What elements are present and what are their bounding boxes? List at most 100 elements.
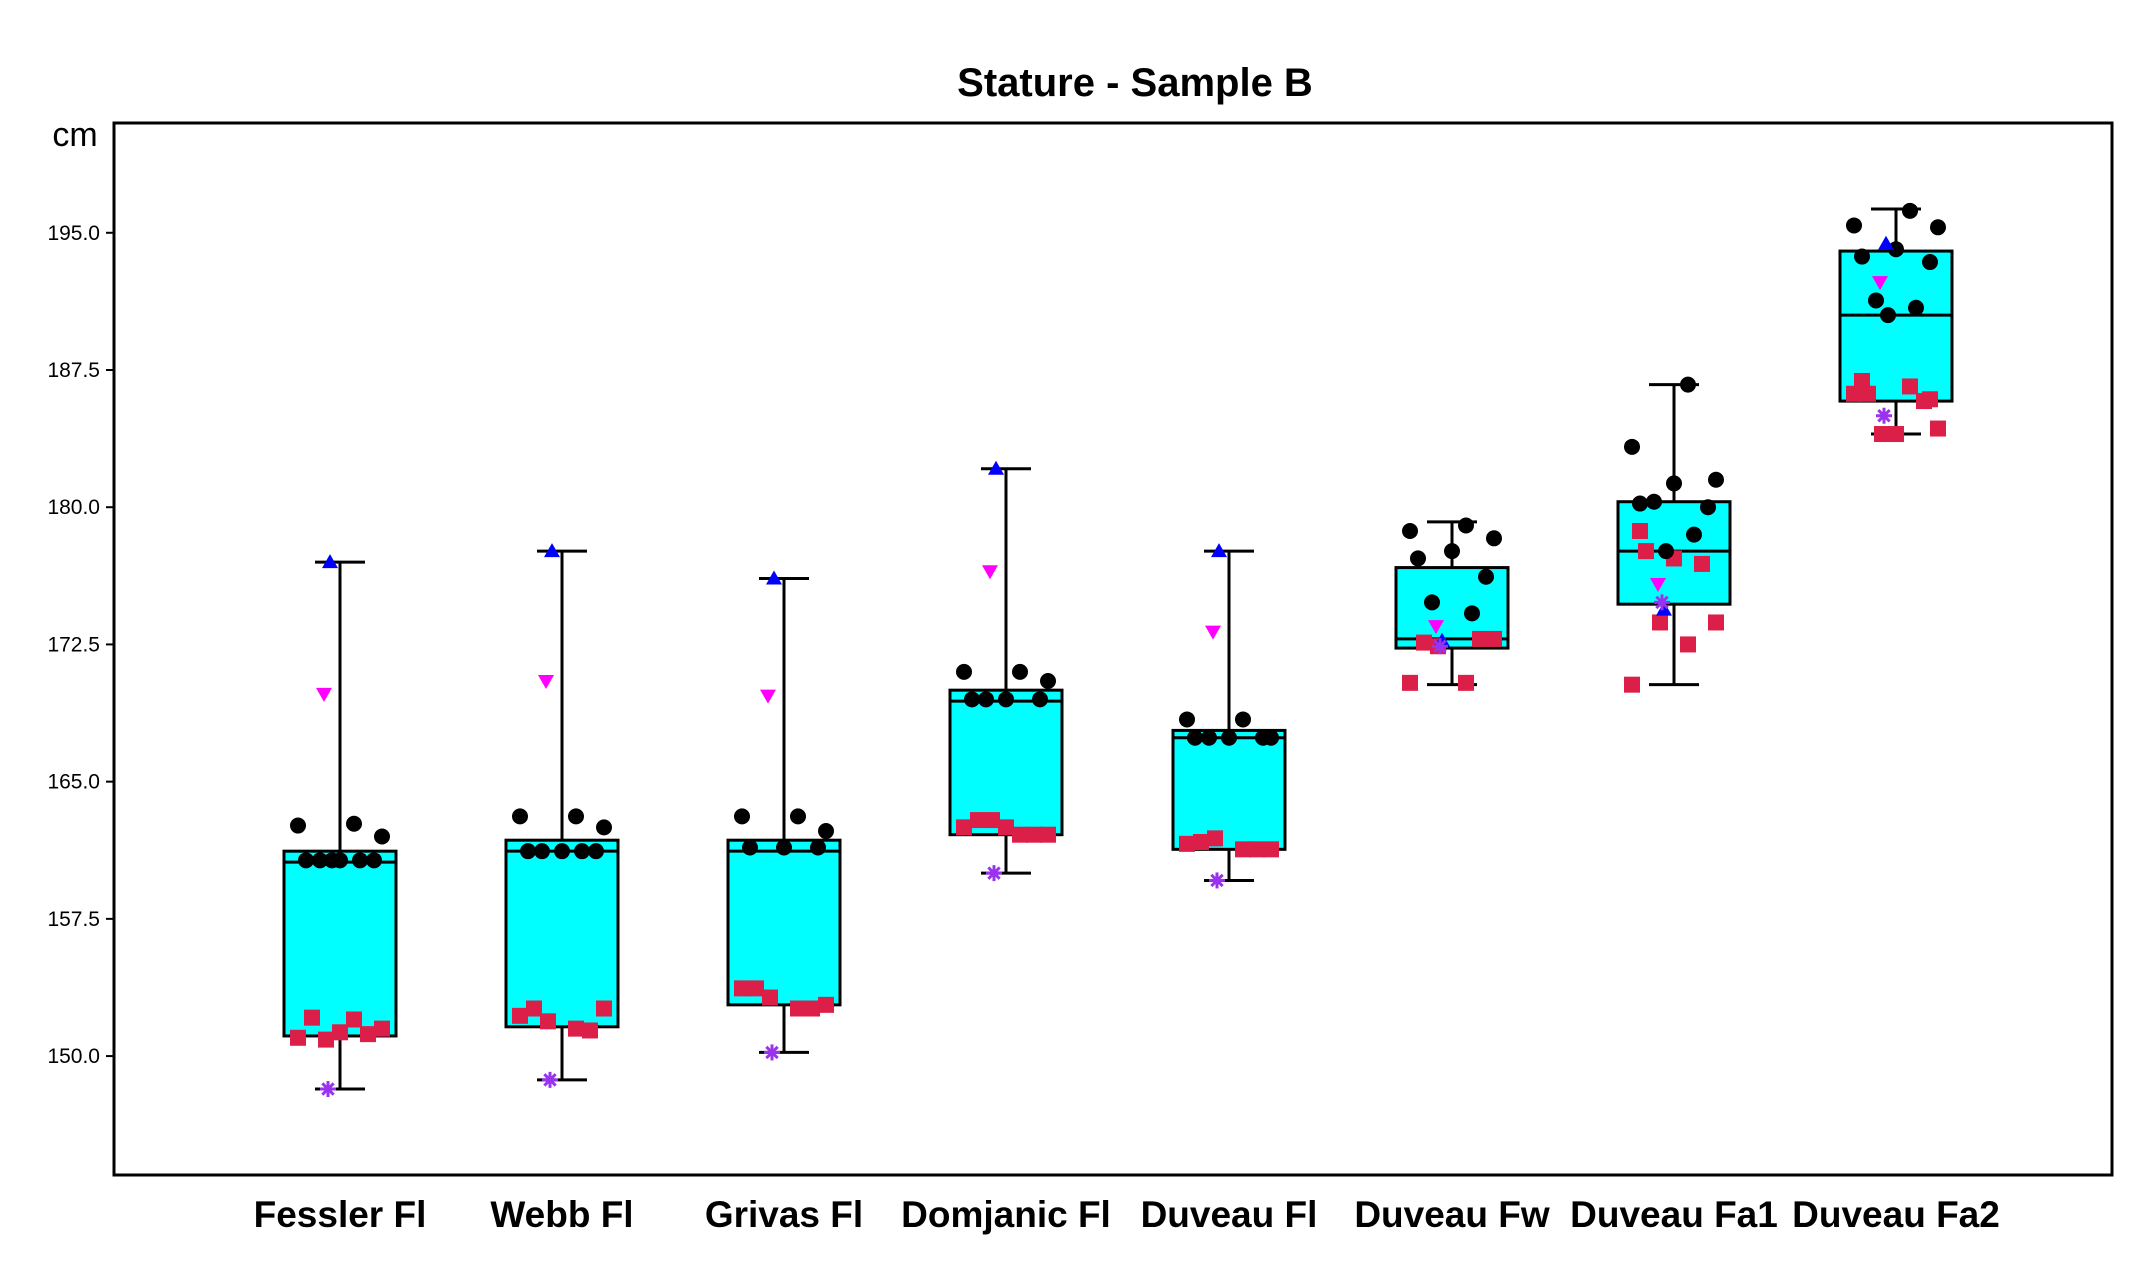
male-point <box>964 691 980 708</box>
male-point <box>1930 219 1946 236</box>
male-point <box>588 843 604 860</box>
male-point <box>776 839 792 856</box>
male-point <box>574 843 590 860</box>
female-point <box>1012 826 1028 843</box>
female-point <box>1486 630 1502 647</box>
female-point <box>1930 420 1946 437</box>
female-point <box>1632 522 1648 539</box>
iqr-box <box>726 838 842 1007</box>
max-triangle-marker <box>544 543 560 558</box>
star-stroke <box>1433 639 1447 653</box>
female-point <box>804 1000 820 1017</box>
female-point <box>1179 835 1195 852</box>
female-point <box>1402 674 1418 691</box>
min-star-marker <box>542 1071 558 1088</box>
min-star-marker <box>1432 638 1448 655</box>
male-point <box>1201 729 1217 746</box>
male-point <box>1032 691 1048 708</box>
max-triangle-marker <box>766 570 782 585</box>
female-point <box>346 1011 362 1028</box>
male-point <box>290 817 306 834</box>
male-point <box>366 852 382 869</box>
male-point <box>596 819 612 836</box>
male-point <box>1478 568 1494 585</box>
female-point <box>1249 841 1265 858</box>
female-point <box>1458 674 1474 691</box>
female-point <box>512 1007 528 1024</box>
max-triangle-marker <box>1878 235 1894 250</box>
box-group <box>1394 517 1510 691</box>
iqr-box <box>504 838 620 1029</box>
female-point <box>1846 385 1862 402</box>
female-point <box>818 996 834 1013</box>
male-point <box>1666 475 1682 492</box>
female-point <box>360 1026 376 1043</box>
female-point <box>970 812 986 829</box>
male-point <box>1686 526 1702 543</box>
y-axis-unit-label: cm <box>52 116 97 154</box>
female-point <box>1040 826 1056 843</box>
min-star-marker <box>320 1081 336 1098</box>
iqr-box <box>1171 728 1287 851</box>
box-group <box>504 543 620 1088</box>
male-point <box>1908 299 1924 316</box>
y-tick-label: 150.0 <box>47 1045 100 1068</box>
female-point <box>998 819 1014 836</box>
female-point <box>1652 614 1668 631</box>
y-axis: 150.0 157.5 165.0 172.5 180.0 187.5 195.0 <box>47 222 114 1068</box>
box-group <box>1616 376 1732 693</box>
female-point <box>526 1000 542 1017</box>
y-tick-label: 172.5 <box>47 633 100 656</box>
box-group <box>1838 202 1954 443</box>
female-point <box>1854 372 1870 389</box>
male-point <box>818 823 834 840</box>
male-point <box>520 843 536 860</box>
female-point <box>1694 555 1710 572</box>
x-tick-label: Domjanic Fl <box>901 1194 1111 1235</box>
plot-frame <box>112 121 2114 1177</box>
male-point <box>346 815 362 832</box>
female-point <box>1624 676 1640 693</box>
male-point <box>374 828 390 845</box>
male-point <box>998 691 1014 708</box>
female-point <box>304 1009 320 1026</box>
male-point <box>1444 543 1460 560</box>
male-point <box>1922 254 1938 271</box>
male-point <box>1410 550 1426 567</box>
x-tick-label: Fessler Fl <box>254 1194 427 1235</box>
male-point <box>1040 673 1056 690</box>
female-point <box>332 1024 348 1041</box>
box-group <box>726 570 842 1061</box>
star-stroke <box>1210 873 1224 888</box>
star-stroke <box>321 1082 335 1096</box>
male-point <box>956 663 972 680</box>
female-point <box>1888 426 1904 443</box>
male-point <box>1708 471 1724 488</box>
down-triangle-marker <box>1205 625 1221 640</box>
female-point <box>734 980 750 997</box>
male-point <box>554 843 570 860</box>
male-point <box>568 808 584 825</box>
male-point <box>1464 605 1480 622</box>
max-triangle-marker <box>1211 543 1227 558</box>
y-tick-label: 180.0 <box>47 496 100 519</box>
female-point <box>1922 391 1938 408</box>
down-triangle-marker <box>982 565 998 580</box>
female-point <box>1026 826 1042 843</box>
x-tick-label: Grivas Fl <box>705 1194 863 1235</box>
male-point <box>1179 711 1195 728</box>
male-point <box>298 852 314 869</box>
down-triangle-marker <box>316 687 332 702</box>
female-point <box>1680 636 1696 653</box>
male-point <box>1868 292 1884 309</box>
male-point <box>1700 499 1716 516</box>
down-triangle-marker <box>1650 578 1666 593</box>
min-star-marker <box>764 1044 780 1061</box>
male-point <box>1632 495 1648 512</box>
female-point <box>374 1020 390 1037</box>
x-tick-label: Webb Fl <box>490 1194 633 1235</box>
male-point <box>1624 438 1640 455</box>
female-point <box>984 812 1000 829</box>
down-triangle-marker <box>538 675 554 690</box>
